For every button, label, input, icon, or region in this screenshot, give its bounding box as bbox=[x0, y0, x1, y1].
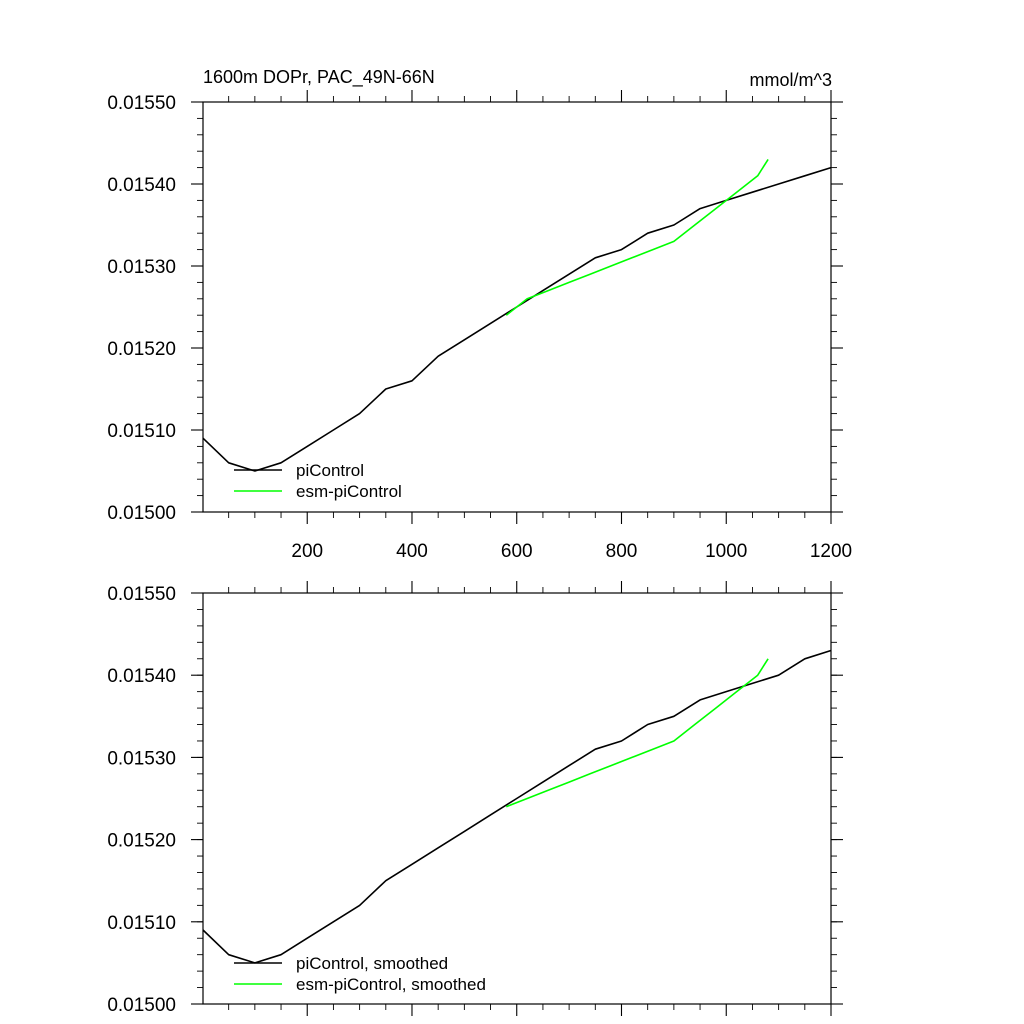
x-tick-label: 1000 bbox=[705, 541, 747, 562]
y-tick-label: 0.01550 bbox=[107, 584, 176, 605]
series-line-esm-picontrol-smoothed bbox=[506, 658, 769, 808]
y-tick-label: 0.01500 bbox=[107, 995, 176, 1016]
x-tick-label: 600 bbox=[501, 541, 533, 562]
legend-label-esm-picontrol-smoothed: esm-piControl, smoothed bbox=[296, 975, 486, 994]
plot-frame bbox=[202, 101, 832, 513]
panel-title: 1600m DOPr, PAC_49N-66N bbox=[203, 67, 435, 88]
legend-label-picontrol-smoothed: piControl, smoothed bbox=[296, 954, 448, 973]
x-tick-label: 1200 bbox=[810, 541, 852, 562]
y-tick-label: 0.01520 bbox=[107, 339, 176, 360]
y-tick-label: 0.01500 bbox=[107, 503, 176, 524]
x-tick-label: 200 bbox=[291, 541, 323, 562]
plot-frame bbox=[202, 592, 832, 1005]
y-tick-label: 0.01510 bbox=[107, 421, 176, 442]
legend-label-picontrol: piControl bbox=[296, 461, 364, 480]
y-tick-label: 0.01540 bbox=[107, 666, 176, 687]
y-tick-label: 0.01530 bbox=[107, 748, 176, 769]
y-tick-label: 0.01530 bbox=[107, 257, 176, 278]
bottom-panel: 0.01500 0.01510 0.01520 0.01530 0.01540 0.015… bbox=[107, 581, 843, 1016]
series-line-esm-picontrol bbox=[505, 158, 769, 316]
legend-label-esm-picontrol: esm-piControl bbox=[296, 482, 402, 501]
units-label: mmol/m^3 bbox=[750, 70, 832, 90]
x-tick-label: 400 bbox=[396, 541, 428, 562]
y-tick-label: 0.01510 bbox=[107, 913, 176, 934]
top-panel: 1600m DOPr, PAC_49N-66N mmol/m^3 0.01500… bbox=[107, 67, 852, 562]
x-tick-label: 800 bbox=[606, 541, 638, 562]
y-tick-label: 0.01540 bbox=[107, 175, 176, 196]
series-line-picontrol-smoothed bbox=[202, 649, 832, 964]
y-tick-label: 0.01520 bbox=[107, 831, 176, 852]
y-tick-label: 0.01550 bbox=[107, 93, 176, 114]
